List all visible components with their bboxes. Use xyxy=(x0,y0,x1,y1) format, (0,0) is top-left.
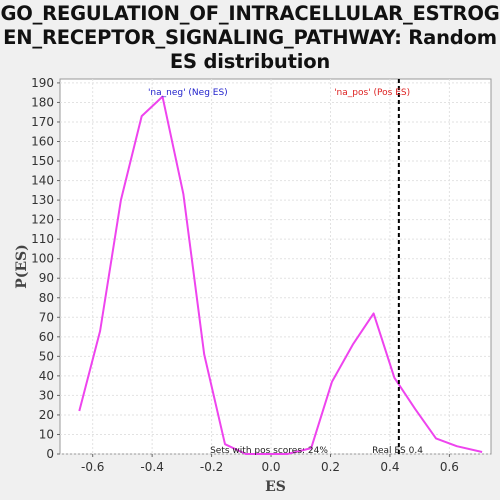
x-tick-label: -0.4 xyxy=(140,460,163,474)
real-es-label: Real ES 0.4 xyxy=(372,446,423,456)
x-tick-label: 0.4 xyxy=(380,460,399,474)
x-tick-label: -0.2 xyxy=(200,460,223,474)
x-tick-label: 0.0 xyxy=(261,460,280,474)
y-tick-label: 20 xyxy=(39,408,54,422)
chart-title-line-1: GO_REGULATION_OF_INTRACELLULAR_ESTROG xyxy=(0,2,500,25)
y-axis-label: P(ES) xyxy=(14,244,30,289)
y-tick-label: 100 xyxy=(31,252,54,266)
y-tick-label: 50 xyxy=(39,349,54,363)
legend-neg: 'na_neg' (Neg ES) xyxy=(148,88,228,98)
y-axis: 0 10 20 30 40 50 60 70 80 90 100 110 120 130 140 150 160… xyxy=(31,76,60,461)
x-axis: -0.6 -0.4 -0.2 0.0 0.2 0.4 0.6 xyxy=(81,454,459,474)
chart-title: GO_REGULATION_OF_INTRACELLULAR_ESTROG EN… xyxy=(0,2,500,74)
y-tick-label: 10 xyxy=(39,427,54,441)
x-axis-label: ES xyxy=(265,479,286,495)
legend-pos: 'na_pos' (Pos ES) xyxy=(334,88,410,98)
grid xyxy=(60,79,491,455)
y-tick-label: 120 xyxy=(31,213,54,227)
y-tick-label: 0 xyxy=(46,447,54,461)
y-tick-label: 190 xyxy=(31,76,54,90)
y-tick-label: 30 xyxy=(39,388,54,402)
x-tick-label: 0.2 xyxy=(321,460,340,474)
es-distribution-line xyxy=(78,95,483,455)
y-tick-label: 40 xyxy=(39,369,54,383)
y-tick-label: 110 xyxy=(31,232,54,246)
y-tick-label: 70 xyxy=(39,310,54,324)
y-tick-label: 80 xyxy=(39,291,54,305)
x-tick-label: 0.6 xyxy=(440,460,459,474)
y-tick-label: 150 xyxy=(31,154,54,168)
y-tick-label: 60 xyxy=(39,330,54,344)
y-tick-label: 130 xyxy=(31,193,54,207)
plot-area xyxy=(59,78,492,455)
pos-scores-annotation: Sets with pos scores: 24% xyxy=(210,446,328,456)
chart-title-line-2: EN_RECEPTOR_SIGNALING_PATHWAY: Random xyxy=(3,26,497,49)
y-tick-label: 170 xyxy=(31,115,54,129)
y-tick-label: 90 xyxy=(39,271,54,285)
y-tick-label: 180 xyxy=(31,95,54,109)
chart-title-line-3: ES distribution xyxy=(169,50,331,73)
y-tick-label: 160 xyxy=(31,135,54,149)
x-tick-label: -0.6 xyxy=(81,460,104,474)
y-tick-label: 140 xyxy=(31,174,54,188)
series-layer xyxy=(78,95,483,455)
